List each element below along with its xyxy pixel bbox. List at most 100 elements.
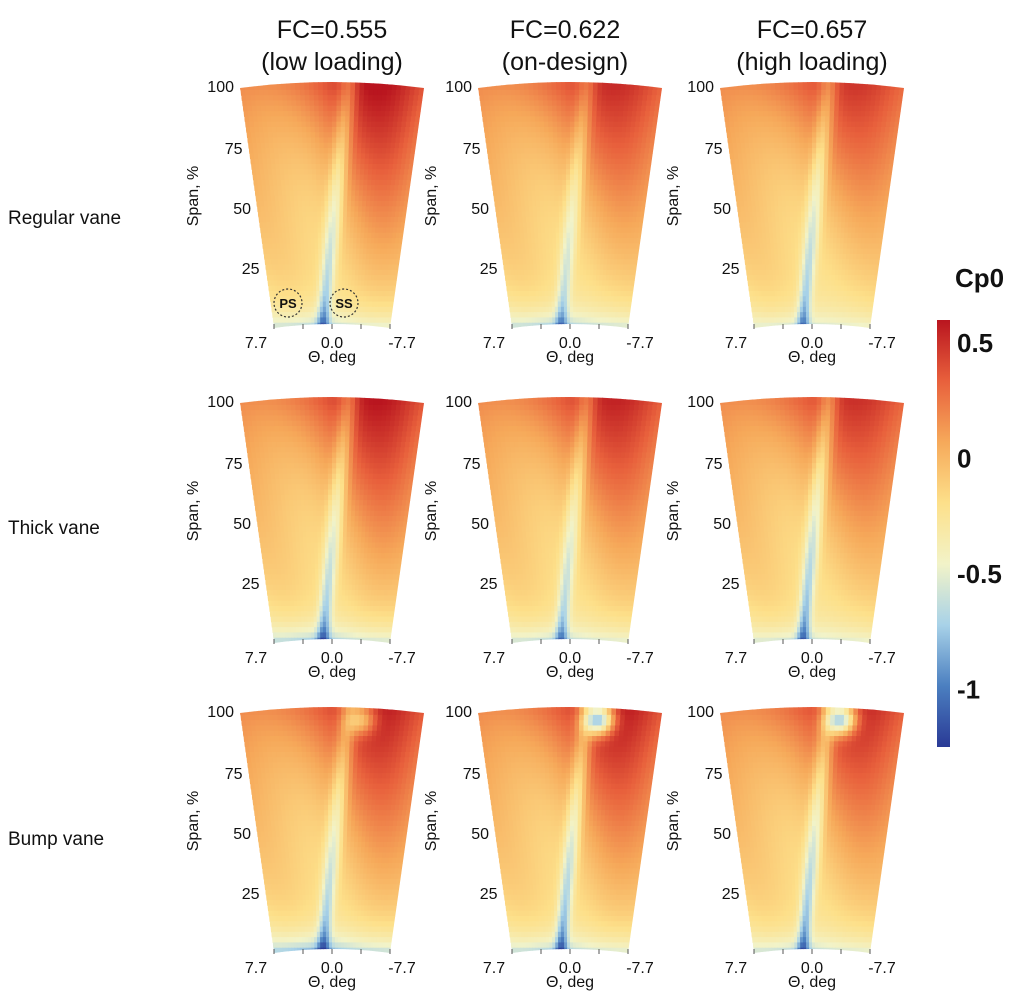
x-tick-label: -7.7	[626, 335, 654, 352]
x-tick-label: 0.0	[801, 335, 823, 352]
x-tick-label: 7.7	[483, 960, 505, 977]
y-tick-label: 50	[233, 201, 251, 218]
contour-field	[720, 707, 904, 953]
y-tick-labels: 100 75 50 25	[687, 394, 739, 593]
x-tick-label: 0.0	[321, 960, 343, 977]
y-axis-label: Span, %	[423, 166, 440, 226]
x-axis-label: Θ, deg	[788, 974, 836, 991]
y-tick-label: 50	[713, 516, 731, 533]
y-tick-labels: 100 75 50 25	[687, 79, 739, 278]
panels-grid: 100 75 50 25 Span, % 7.7 0.0 -7.7 Θ, deg PS SS 100 7…	[185, 79, 904, 991]
panel-2-2: 100 75 50 25 Span, % 7.7 0.0 -7.7 Θ, deg	[423, 394, 662, 681]
y-tick-label: 75	[463, 766, 481, 783]
y-tick-label: 100	[445, 394, 472, 411]
contour-field	[240, 397, 424, 643]
column-title-1-line1: FC=0.555	[277, 16, 388, 44]
marker-ss: SS	[329, 288, 359, 318]
y-tick-label: 25	[242, 261, 260, 278]
y-tick-label: 25	[480, 261, 498, 278]
y-tick-labels: 100 75 50 25	[445, 394, 497, 593]
y-tick-label: 75	[463, 141, 481, 158]
x-tick-label: 0.0	[321, 335, 343, 352]
colorbar-ticks: 0.5 0 -0.5 -1	[957, 328, 1002, 704]
colorbar-tick-label: 0.5	[957, 328, 993, 358]
row-labels: Regular vane Thick vane Bump vane	[8, 208, 121, 850]
x-axis-label: Θ, deg	[308, 664, 356, 681]
x-tick-label: 7.7	[483, 650, 505, 667]
x-tick-label: 7.7	[725, 960, 747, 977]
contour-field	[478, 707, 662, 953]
column-title-3-line1: FC=0.657	[757, 16, 868, 44]
x-tick-label: 0.0	[559, 335, 581, 352]
y-tick-label: 25	[480, 576, 498, 593]
y-tick-label: 50	[713, 201, 731, 218]
x-ticks: 7.7 0.0 -7.7	[245, 324, 416, 352]
x-ticks: 7.7 0.0 -7.7	[725, 324, 896, 352]
marker-label: PS	[279, 296, 297, 311]
x-tick-label: 7.7	[483, 335, 505, 352]
panel-3-2: 100 75 50 25 Span, % 7.7 0.0 -7.7 Θ, deg	[423, 704, 662, 991]
x-tick-label: 7.7	[245, 960, 267, 977]
y-tick-label: 75	[705, 141, 723, 158]
x-tick-label: -7.7	[626, 650, 654, 667]
colorbar-tick-label: -1	[957, 674, 980, 704]
y-tick-label: 25	[722, 576, 740, 593]
y-tick-labels: 100 75 50 25	[445, 704, 497, 903]
panel-3-1: 100 75 50 25 Span, % 7.7 0.0 -7.7 Θ, deg	[185, 704, 424, 991]
y-axis-label: Span, %	[423, 481, 440, 541]
x-axis-label: Θ, deg	[788, 664, 836, 681]
y-tick-label: 75	[225, 141, 243, 158]
y-tick-label: 25	[722, 886, 740, 903]
y-tick-label: 100	[687, 704, 714, 721]
y-tick-label: 75	[705, 456, 723, 473]
marker-label: SS	[335, 296, 353, 311]
x-tick-label: 7.7	[245, 650, 267, 667]
contour-field	[478, 82, 662, 328]
y-tick-labels: 100 75 50 25	[207, 704, 259, 903]
x-tick-label: -7.7	[868, 335, 896, 352]
panel-2-1: 100 75 50 25 Span, % 7.7 0.0 -7.7 Θ, deg	[185, 394, 424, 681]
column-titles: FC=0.555 (low loading) FC=0.622 (on-desi…	[261, 16, 888, 76]
y-tick-label: 50	[233, 516, 251, 533]
x-ticks: 7.7 0.0 -7.7	[245, 639, 416, 667]
x-ticks: 7.7 0.0 -7.7	[483, 324, 654, 352]
x-axis-label: Θ, deg	[546, 974, 594, 991]
row-label-regular: Regular vane	[8, 208, 121, 229]
contour-field	[240, 707, 424, 953]
y-axis-label: Span, %	[665, 481, 682, 541]
panel-1-1: 100 75 50 25 Span, % 7.7 0.0 -7.7 Θ, deg PS SS	[185, 79, 424, 366]
y-tick-label: 25	[242, 886, 260, 903]
x-axis-label: Θ, deg	[308, 349, 356, 366]
y-tick-label: 100	[207, 394, 234, 411]
y-axis-label: Span, %	[185, 166, 202, 226]
y-tick-labels: 100 75 50 25	[445, 79, 497, 278]
panel-1-2: 100 75 50 25 Span, % 7.7 0.0 -7.7 Θ, deg	[423, 79, 662, 366]
row-label-thick: Thick vane	[8, 518, 100, 539]
column-title-3-line2: (high loading)	[736, 48, 888, 76]
x-tick-label: -7.7	[388, 960, 416, 977]
column-title-2-line1: FC=0.622	[510, 16, 621, 44]
y-axis-label: Span, %	[185, 791, 202, 851]
x-tick-label: 0.0	[559, 650, 581, 667]
x-tick-label: 0.0	[801, 960, 823, 977]
y-tick-label: 75	[225, 766, 243, 783]
y-tick-label: 50	[713, 826, 731, 843]
y-tick-label: 75	[463, 456, 481, 473]
y-tick-label: 100	[207, 79, 234, 96]
colorbar-tick-label: -0.5	[957, 559, 1002, 589]
y-tick-label: 50	[233, 826, 251, 843]
marker-ps: PS	[273, 288, 303, 318]
y-tick-label: 75	[225, 456, 243, 473]
x-tick-label: 0.0	[321, 650, 343, 667]
y-tick-labels: 100 75 50 25	[687, 704, 739, 903]
x-axis-label: Θ, deg	[546, 349, 594, 366]
colorbar: Cp0 0.5 0 -0.5 -1	[937, 263, 1004, 747]
x-tick-label: 7.7	[725, 650, 747, 667]
y-tick-label: 50	[471, 826, 489, 843]
x-tick-label: 0.0	[801, 650, 823, 667]
panel-3-3: 100 75 50 25 Span, % 7.7 0.0 -7.7 Θ, deg	[665, 704, 904, 991]
colorbar-tick-label: 0	[957, 443, 971, 473]
y-tick-label: 100	[445, 704, 472, 721]
x-axis-label: Θ, deg	[546, 664, 594, 681]
